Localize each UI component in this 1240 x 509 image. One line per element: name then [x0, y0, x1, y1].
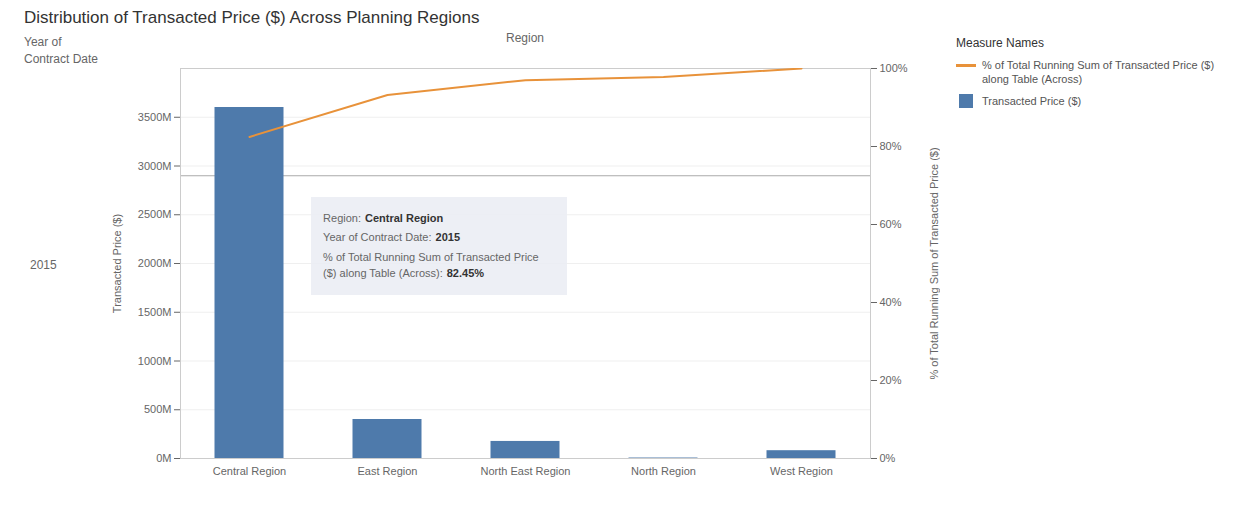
svg-text:% of Total Running Sum of Tran: % of Total Running Sum of Transacted Pri… — [928, 147, 940, 379]
svg-text:East Region: East Region — [358, 465, 418, 477]
html-text:% of Total Running Sum of Tran: % of Total Running Sum of Transacted Pri… — [982, 59, 1215, 85]
svg-text:3500M: 3500M — [138, 111, 172, 123]
svg-text:West Region: West Region — [770, 465, 833, 477]
svg-text:0M: 0M — [156, 452, 171, 464]
svg-text:2500M: 2500M — [138, 208, 172, 220]
html-text:Year of Contract Date: Year of Contract Date — [24, 35, 98, 66]
svg-text:80%: 80% — [880, 140, 902, 152]
svg-text:1000M: 1000M — [138, 355, 172, 367]
svg-text:1500M: 1500M — [138, 306, 172, 318]
html-text:% of Total Running Sum of Tran: % of Total Running Sum of Transacted Pri… — [323, 250, 539, 280]
svg-text:Transacted Price ($): Transacted Price ($) — [111, 214, 123, 313]
svg-text:500M: 500M — [144, 403, 172, 415]
svg-text:100%: 100% — [880, 62, 908, 74]
svg-text:North East Region: North East Region — [481, 465, 571, 477]
svg-text:40%: 40% — [880, 296, 902, 308]
html-text:Region: Central Region: Region: Central Region — [323, 211, 444, 224]
html-text:Year of Contract Date: 2015: Year of Contract Date: 2015 — [323, 231, 460, 244]
svg-text:60%: 60% — [880, 218, 902, 230]
html-text:Distribution of Transacted Pri: Distribution of Transacted Price ($) Acr… — [24, 8, 480, 27]
svg-text:Central Region: Central Region — [213, 465, 286, 477]
html-text:Region: Region — [506, 31, 544, 45]
html-text:Transacted Price ($): Transacted Price ($) — [982, 95, 1082, 107]
svg-text:North Region: North Region — [631, 465, 696, 477]
svg-text:3000M: 3000M — [138, 160, 172, 172]
svg-text:20%: 20% — [880, 374, 902, 386]
svg-text:2000M: 2000M — [138, 257, 172, 269]
html-text:Measure Names: Measure Names — [956, 36, 1044, 50]
html-text:2015: 2015 — [30, 258, 57, 272]
svg-text:0%: 0% — [880, 452, 896, 464]
